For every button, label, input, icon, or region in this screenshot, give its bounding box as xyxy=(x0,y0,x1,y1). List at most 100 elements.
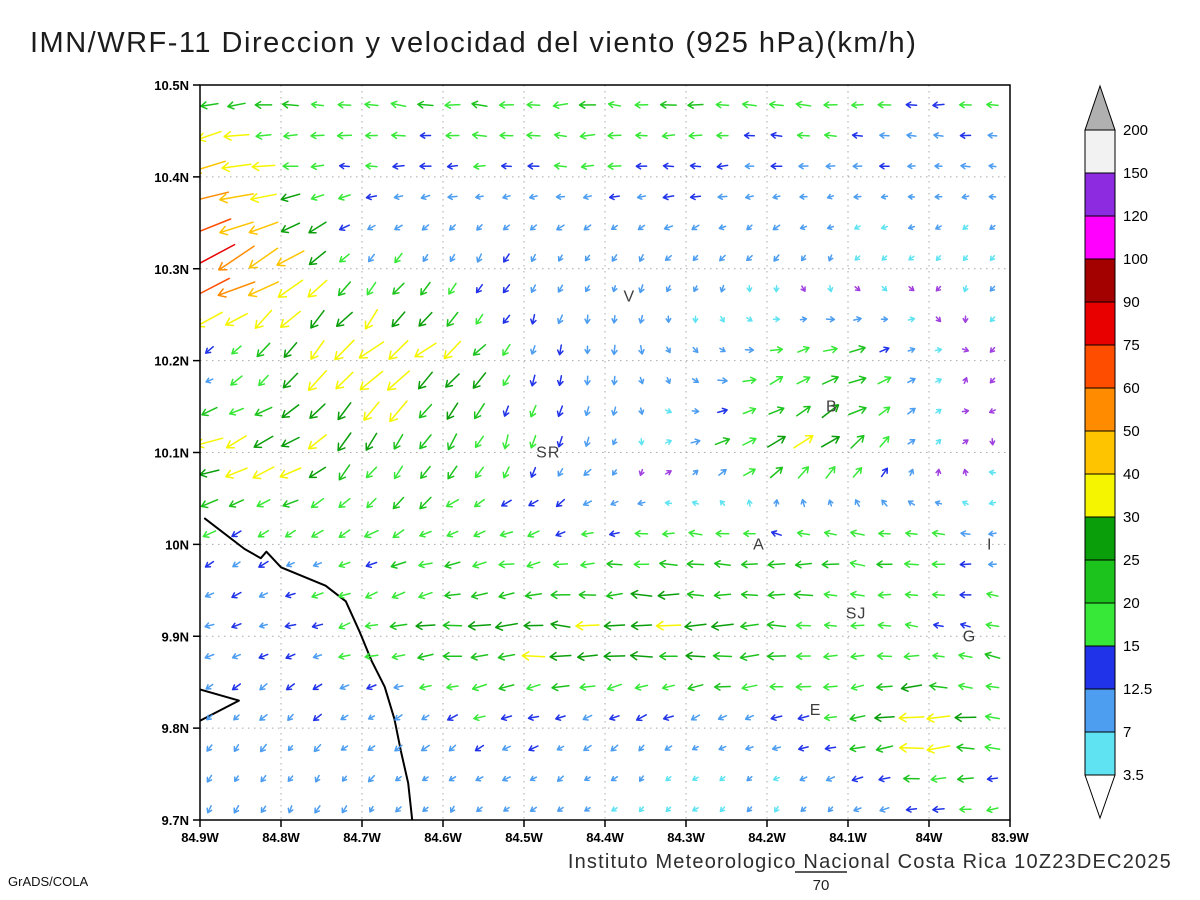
wind-arrow xyxy=(310,309,325,329)
wind-arrow xyxy=(767,591,786,600)
wind-arrow xyxy=(926,713,951,723)
wind-arrow xyxy=(394,252,403,264)
wind-arrow xyxy=(903,652,920,661)
wind-arrow xyxy=(248,247,279,269)
wind-arrow xyxy=(418,560,433,569)
wind-arrow xyxy=(584,345,591,355)
wind-arrow xyxy=(339,253,350,263)
wind-arrow xyxy=(907,500,916,506)
wind-arrow xyxy=(474,744,485,752)
wind-arrow xyxy=(956,774,974,783)
wind-arrow xyxy=(391,311,406,328)
wind-arrow xyxy=(773,254,780,262)
wind-arrow xyxy=(472,344,487,356)
wind-arrow xyxy=(906,132,917,139)
wind-arrow xyxy=(256,342,271,358)
y-tick-label: 10.3N xyxy=(154,262,189,277)
wind-arrow xyxy=(630,589,653,599)
wind-arrow xyxy=(256,499,271,508)
wind-arrow xyxy=(367,774,376,783)
wind-arrow xyxy=(877,591,892,599)
wind-arrow xyxy=(849,744,866,753)
wind-arrow xyxy=(338,193,351,201)
wind-arrow xyxy=(473,714,486,722)
wind-arrow xyxy=(529,374,537,387)
wind-arrow xyxy=(310,340,325,360)
wind-arrow xyxy=(610,224,618,230)
wind-arrow xyxy=(524,591,543,600)
wind-arrow xyxy=(445,131,460,140)
wind-arrow xyxy=(204,591,215,599)
wind-arrow xyxy=(446,311,459,327)
wind-arrow xyxy=(556,775,564,782)
wind-arrow xyxy=(638,314,645,324)
wind-arrow xyxy=(364,101,379,109)
wind-arrow xyxy=(766,620,787,630)
wind-arrow xyxy=(930,775,947,783)
wind-arrow xyxy=(584,775,591,782)
wind-arrow xyxy=(419,496,432,510)
wind-arrow xyxy=(442,621,463,630)
wind-arrow xyxy=(527,530,540,538)
wind-arrow xyxy=(692,469,699,476)
wind-arrow xyxy=(308,221,327,234)
wind-arrow xyxy=(796,376,811,385)
wind-arrow xyxy=(340,745,349,751)
wind-arrow xyxy=(907,224,916,231)
wind-arrow xyxy=(854,224,861,230)
wind-arrow xyxy=(848,375,867,384)
wind-arrow xyxy=(935,224,942,230)
wind-arrow xyxy=(718,745,727,751)
y-tick-label: 9.7N xyxy=(162,813,189,828)
wind-arrow xyxy=(606,683,622,692)
wind-arrow xyxy=(502,745,511,752)
wind-arrow xyxy=(665,285,672,293)
wind-arrow xyxy=(284,529,296,538)
wind-arrow xyxy=(740,590,759,599)
wind-arrow xyxy=(502,775,511,782)
wind-arrow xyxy=(959,805,972,813)
wind-arrow xyxy=(665,775,672,782)
wind-arrow xyxy=(879,162,890,170)
colorbar-over-triangle xyxy=(1084,84,1116,131)
wind-arrow xyxy=(663,224,674,231)
wind-arrow xyxy=(364,529,379,539)
wind-arrow xyxy=(825,775,836,782)
wind-arrow xyxy=(310,162,325,171)
wind-arrow xyxy=(365,466,378,479)
wind-arrow xyxy=(852,467,863,478)
wind-arrow xyxy=(686,560,705,569)
wind-arrow xyxy=(334,339,355,361)
wind-arrow xyxy=(204,345,214,354)
wind-arrow xyxy=(877,621,892,630)
wind-arrow xyxy=(473,498,485,508)
wind-arrow xyxy=(283,342,298,358)
wind-arrow xyxy=(475,193,484,200)
wind-arrow xyxy=(473,403,485,420)
wind-arrow xyxy=(904,591,919,599)
wind-arrow xyxy=(501,499,512,507)
wind-arrow xyxy=(932,805,945,813)
wind-arrow xyxy=(335,371,354,390)
wind-arrow xyxy=(550,590,571,600)
wind-arrow xyxy=(474,466,485,479)
wind-arrow xyxy=(934,500,943,507)
wind-arrow xyxy=(719,315,725,323)
wind-arrow xyxy=(611,806,618,812)
wind-arrow xyxy=(610,500,619,506)
wind-arrow xyxy=(279,310,301,328)
wind-arrow xyxy=(989,346,996,353)
wind-arrow xyxy=(337,432,352,452)
wind-arrow xyxy=(744,193,754,200)
station-label: I xyxy=(987,536,992,553)
wind-arrow xyxy=(421,714,430,721)
x-tick-label: 84.1W xyxy=(829,830,867,845)
wind-arrow xyxy=(769,375,784,385)
wind-arrow xyxy=(854,285,861,292)
wind-arrow xyxy=(393,193,404,201)
wind-arrow xyxy=(337,281,352,297)
wind-arrow xyxy=(988,469,997,476)
wind-arrow xyxy=(827,284,834,293)
wind-arrow xyxy=(932,652,945,660)
